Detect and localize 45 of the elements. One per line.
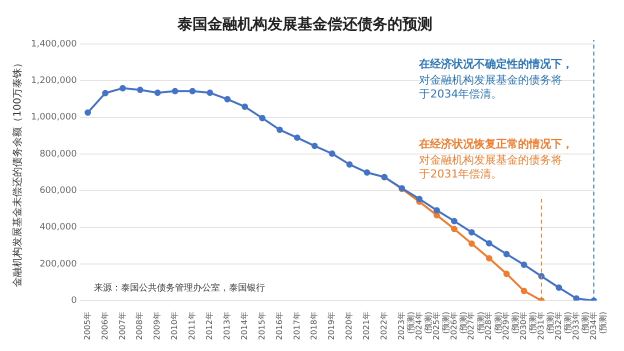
x-tick-label: 2016年 bbox=[274, 312, 284, 340]
ref-line-label: 在经济状况恢复正常的情况下， bbox=[418, 137, 574, 150]
y-tick-label: 1,000,000 bbox=[30, 112, 78, 123]
x-tick-label: 2015年 bbox=[257, 312, 266, 340]
y-tick-label: 0 bbox=[71, 296, 78, 306]
y-tick-label: 200,000 bbox=[40, 259, 78, 270]
x-tick-label: 2008年 bbox=[135, 312, 144, 340]
y-tick-label: 1,200,000 bbox=[30, 76, 78, 86]
x-tick-label: 2027年(预测) bbox=[466, 312, 486, 340]
x-tick-label: 2033年(预测) bbox=[571, 312, 590, 340]
x-tick-label: 2020年 bbox=[344, 312, 354, 340]
x-tick-label: 2012年 bbox=[205, 312, 214, 340]
x-tick-label: 2022年 bbox=[380, 312, 388, 340]
x-tick-label: 2018年 bbox=[310, 312, 319, 340]
x-tick-label: 2014年 bbox=[240, 312, 249, 340]
x-tick-label: 2028年(预测) bbox=[484, 312, 503, 340]
annotation: 来源：泰国公共债务管理办公室，泰国银行 bbox=[94, 282, 265, 294]
annotation: 对金融机构发展基金的债务将于2031年偿清。 bbox=[419, 153, 562, 180]
x-tick-label: 2009年 bbox=[152, 312, 162, 340]
x-tick-label: 2021年 bbox=[362, 312, 372, 340]
y-tick-label: 600,000 bbox=[40, 186, 78, 196]
x-tick-label: 2032年(预测) bbox=[554, 312, 573, 340]
x-tick-label: 2013年 bbox=[222, 312, 232, 340]
y-tick-label: 1,400,000 bbox=[30, 39, 78, 50]
x-tick-label: 2024年(预测) bbox=[414, 312, 433, 340]
chart-title: 泰国金融机构发展基金偿还债务的预测 bbox=[176, 14, 432, 33]
y-tick-label: 800,000 bbox=[40, 149, 78, 160]
x-tick-label: 2005年 bbox=[82, 312, 92, 340]
x-tick-label: 2026年(预测) bbox=[449, 312, 468, 340]
y-axis-title: 金融机构发展基金未偿还的债务余额（100万泰铢） bbox=[12, 58, 24, 287]
x-tick-label: 2025年(预测) bbox=[432, 312, 450, 340]
x-tick-label: 2019年 bbox=[327, 312, 336, 340]
y-tick-label: 400,000 bbox=[40, 222, 78, 233]
x-tick-label: 2031年(预测) bbox=[536, 312, 556, 340]
x-tick-label: 2007年 bbox=[118, 312, 127, 340]
x-tick-label: 2029年(预测) bbox=[502, 312, 520, 340]
ref-line-label: 在经济状况不确定性的情况下， bbox=[418, 57, 574, 70]
annotation: 对金融机构发展基金的债务将于2034年偿清。 bbox=[419, 73, 562, 100]
x-tick-label: 2034年(预测) bbox=[588, 312, 608, 340]
x-tick-label: 2011年 bbox=[188, 312, 197, 340]
x-tick-label: 2030年(预测) bbox=[519, 312, 538, 340]
x-tick-label: 2006年 bbox=[100, 312, 110, 340]
x-tick-label: 2010年 bbox=[170, 312, 180, 340]
x-tick-label: 2017年 bbox=[292, 312, 302, 340]
x-tick-label: 2023年(预测) bbox=[396, 312, 416, 340]
